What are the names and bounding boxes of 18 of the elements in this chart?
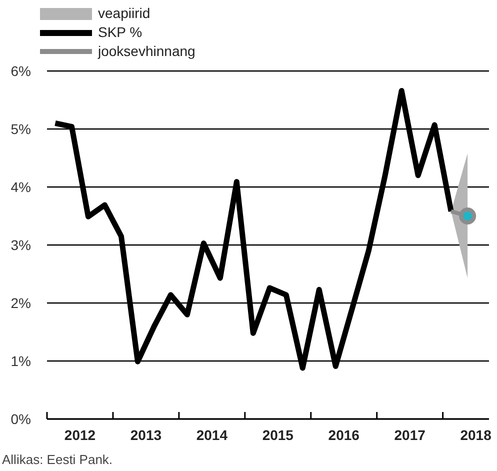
- x-tick-label: 2018: [460, 427, 492, 443]
- x-tick-label: 2015: [262, 427, 294, 443]
- x-tick-label: 2017: [394, 427, 426, 443]
- x-tick-label: 2012: [64, 427, 96, 443]
- text: Allikas: Eesti Pank.: [2, 452, 113, 467]
- y-tick-label: 6%: [10, 62, 31, 79]
- x-tick-label: 2014: [196, 427, 228, 443]
- legend-label: SKP %: [98, 23, 142, 42]
- legend-label: jooksevhinnang: [98, 42, 196, 61]
- y-tick-label: 5%: [10, 120, 31, 137]
- x-tick-label: 2016: [328, 427, 360, 443]
- x-tick-label: 2013: [130, 427, 162, 443]
- legend-label: veapiirid: [98, 4, 150, 23]
- y-tick-label: 2%: [10, 294, 31, 311]
- y-tick-label: 4%: [10, 178, 31, 195]
- y-tick-label: 0%: [10, 410, 31, 427]
- y-tick-label: 1%: [10, 352, 31, 369]
- y-tick-label: 3%: [10, 236, 31, 253]
